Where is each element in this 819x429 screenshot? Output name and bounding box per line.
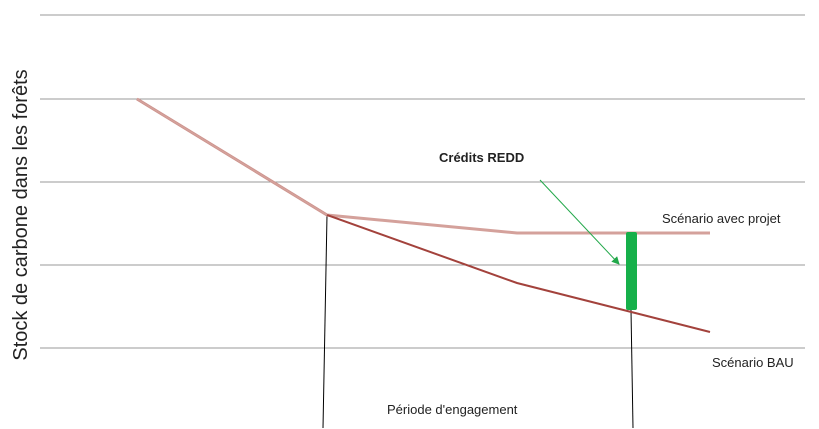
shared-line bbox=[136, 98, 328, 216]
period-label: Période d'engagement bbox=[387, 402, 518, 417]
bau-line bbox=[136, 98, 711, 333]
period-end bbox=[630, 309, 634, 429]
project-line bbox=[136, 97, 710, 235]
y-axis-label: Stock de carbone dans les forêts bbox=[10, 69, 32, 360]
bau-label: Scénario BAU bbox=[712, 355, 794, 370]
grid bbox=[40, 14, 805, 349]
period-start bbox=[322, 214, 328, 429]
credits-bar bbox=[626, 232, 637, 310]
credits-label: Crédits REDD bbox=[439, 150, 524, 165]
project-label: Scénario avec projet bbox=[662, 211, 781, 226]
credits-arrow bbox=[539, 179, 620, 265]
